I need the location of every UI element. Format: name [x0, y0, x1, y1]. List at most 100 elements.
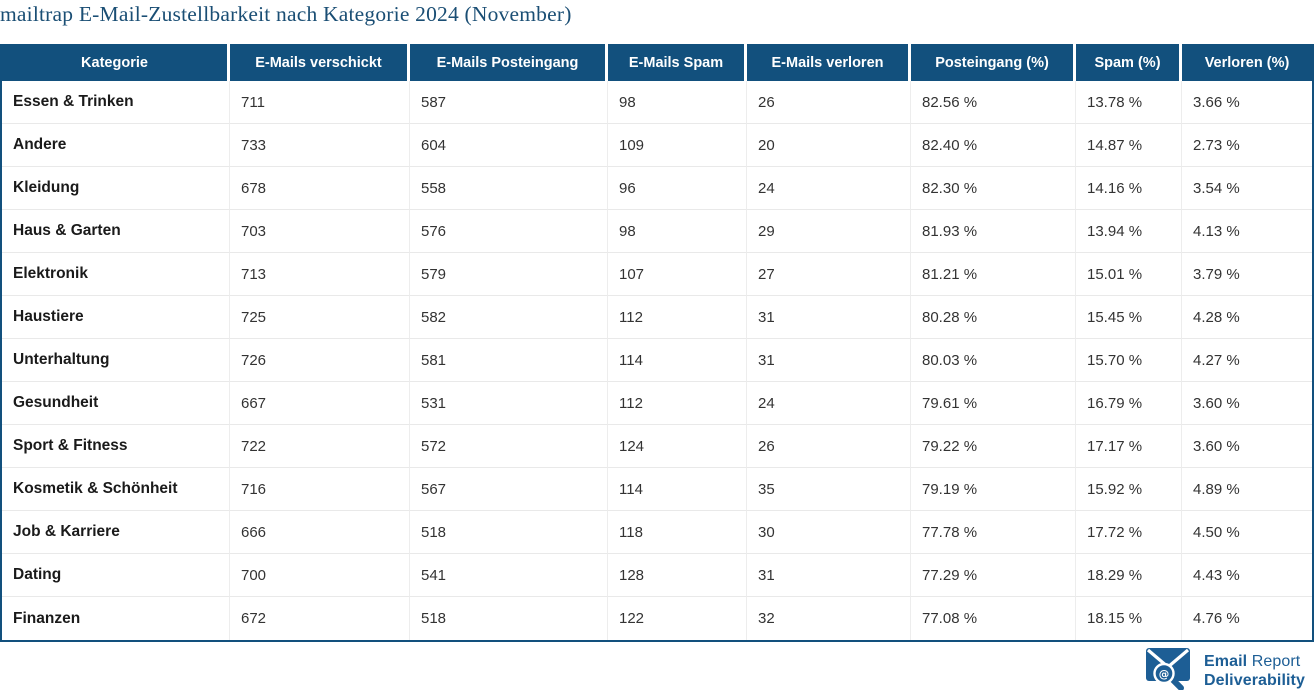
column-header: Kategorie	[2, 44, 230, 81]
value-cell: 26	[747, 81, 911, 124]
value-cell: 604	[410, 124, 608, 167]
category-cell: Andere	[2, 124, 230, 167]
value-cell: 541	[410, 554, 608, 597]
value-cell: 4.89 %	[1182, 468, 1312, 511]
value-cell: 13.94 %	[1076, 210, 1182, 253]
category-cell: Kosmetik & Schönheit	[2, 468, 230, 511]
value-cell: 27	[747, 253, 911, 296]
brand-logo: @ Email Report Deliverability	[1145, 647, 1305, 695]
value-cell: 35	[747, 468, 911, 511]
category-cell: Essen & Trinken	[2, 81, 230, 124]
value-cell: 31	[747, 339, 911, 382]
value-cell: 114	[608, 339, 747, 382]
value-cell: 81.93 %	[911, 210, 1076, 253]
column-header: Verloren (%)	[1182, 44, 1312, 81]
value-cell: 711	[230, 81, 410, 124]
value-cell: 15.70 %	[1076, 339, 1182, 382]
value-cell: 700	[230, 554, 410, 597]
value-cell: 4.76 %	[1182, 597, 1312, 640]
header-row: Kategorie E-Mails verschickt E-Mails Poste…	[2, 44, 1312, 81]
value-cell: 582	[410, 296, 608, 339]
value-cell: 77.29 %	[911, 554, 1076, 597]
value-cell: 576	[410, 210, 608, 253]
value-cell: 3.60 %	[1182, 425, 1312, 468]
value-cell: 15.01 %	[1076, 253, 1182, 296]
value-cell: 587	[410, 81, 608, 124]
value-cell: 96	[608, 167, 747, 210]
value-cell: 14.16 %	[1076, 167, 1182, 210]
table-row: Elektronik 713 579 107 27 81.21 % 15.01 % 3.79 …	[2, 253, 1312, 296]
table-row: Andere 733 604 109 20 82.40 % 14.87 % 2.73 %	[2, 124, 1312, 167]
table-row: Finanzen 672 518 122 32 77.08 % 18.15 % 4.76 %	[2, 597, 1312, 640]
value-cell: 122	[608, 597, 747, 640]
value-cell: 4.27 %	[1182, 339, 1312, 382]
value-cell: 518	[410, 597, 608, 640]
brand-logo-text: Email Report Deliverability	[1204, 652, 1305, 690]
value-cell: 77.78 %	[911, 511, 1076, 554]
value-cell: 17.17 %	[1076, 425, 1182, 468]
table-row: Unterhaltung 726 581 114 31 80.03 % 15.70 % 4.2…	[2, 339, 1312, 382]
category-cell: Job & Karriere	[2, 511, 230, 554]
value-cell: 98	[608, 81, 747, 124]
table-row: Kleidung 678 558 96 24 82.30 % 14.16 % 3.54 %	[2, 167, 1312, 210]
value-cell: 558	[410, 167, 608, 210]
value-cell: 716	[230, 468, 410, 511]
value-cell: 82.56 %	[911, 81, 1076, 124]
page-title: mailtrap E-Mail-Zustellbarkeit nach Kate…	[0, 2, 572, 26]
value-cell: 128	[608, 554, 747, 597]
value-cell: 4.28 %	[1182, 296, 1312, 339]
value-cell: 703	[230, 210, 410, 253]
value-cell: 82.30 %	[911, 167, 1076, 210]
brand-word-report: Report	[1247, 653, 1301, 670]
table-row: Haus & Garten 703 576 98 29 81.93 % 13.94 % 4.1…	[2, 210, 1312, 253]
table-row: Sport & Fitness 722 572 124 26 79.22 % 17.17 %…	[2, 425, 1312, 468]
value-cell: 16.79 %	[1076, 382, 1182, 425]
value-cell: 107	[608, 253, 747, 296]
value-cell: 666	[230, 511, 410, 554]
value-cell: 13.78 %	[1076, 81, 1182, 124]
value-cell: 531	[410, 382, 608, 425]
table-row: Essen & Trinken 711 587 98 26 82.56 % 13.78 % 3…	[2, 81, 1312, 124]
value-cell: 109	[608, 124, 747, 167]
value-cell: 713	[230, 253, 410, 296]
value-cell: 581	[410, 339, 608, 382]
table-row: Job & Karriere 666 518 118 30 77.78 % 17.72 % 4…	[2, 511, 1312, 554]
value-cell: 672	[230, 597, 410, 640]
value-cell: 82.40 %	[911, 124, 1076, 167]
value-cell: 678	[230, 167, 410, 210]
value-cell: 118	[608, 511, 747, 554]
value-cell: 2.73 %	[1182, 124, 1312, 167]
email-magnifier-icon: @	[1145, 647, 1197, 695]
deliverability-table-container: Kategorie E-Mails verschickt E-Mails Poste…	[0, 44, 1314, 642]
value-cell: 579	[410, 253, 608, 296]
deliverability-table: Kategorie E-Mails verschickt E-Mails Poste…	[2, 44, 1312, 640]
value-cell: 20	[747, 124, 911, 167]
value-cell: 31	[747, 296, 911, 339]
column-header: E-Mails verloren	[747, 44, 911, 81]
value-cell: 79.22 %	[911, 425, 1076, 468]
table-row: Kosmetik & Schönheit 716 567 114 35 79.19 % 15…	[2, 468, 1312, 511]
brand-word-email: Email	[1203, 653, 1248, 670]
value-cell: 32	[747, 597, 911, 640]
category-cell: Sport & Fitness	[2, 425, 230, 468]
value-cell: 31	[747, 554, 911, 597]
value-cell: 18.15 %	[1076, 597, 1182, 640]
value-cell: 4.43 %	[1182, 554, 1312, 597]
category-cell: Dating	[2, 554, 230, 597]
value-cell: 722	[230, 425, 410, 468]
value-cell: 18.29 %	[1076, 554, 1182, 597]
value-cell: 15.45 %	[1076, 296, 1182, 339]
value-cell: 17.72 %	[1076, 511, 1182, 554]
category-cell: Haus & Garten	[2, 210, 230, 253]
column-header: E-Mails Spam	[608, 44, 747, 81]
value-cell: 572	[410, 425, 608, 468]
column-header: E-Mails verschickt	[230, 44, 410, 81]
table-body: Essen & Trinken 711 587 98 26 82.56 % 13.78 % 3…	[2, 81, 1312, 640]
category-cell: Elektronik	[2, 253, 230, 296]
value-cell: 725	[230, 296, 410, 339]
value-cell: 80.03 %	[911, 339, 1076, 382]
value-cell: 114	[608, 468, 747, 511]
value-cell: 79.19 %	[911, 468, 1076, 511]
value-cell: 4.13 %	[1182, 210, 1312, 253]
value-cell: 4.50 %	[1182, 511, 1312, 554]
